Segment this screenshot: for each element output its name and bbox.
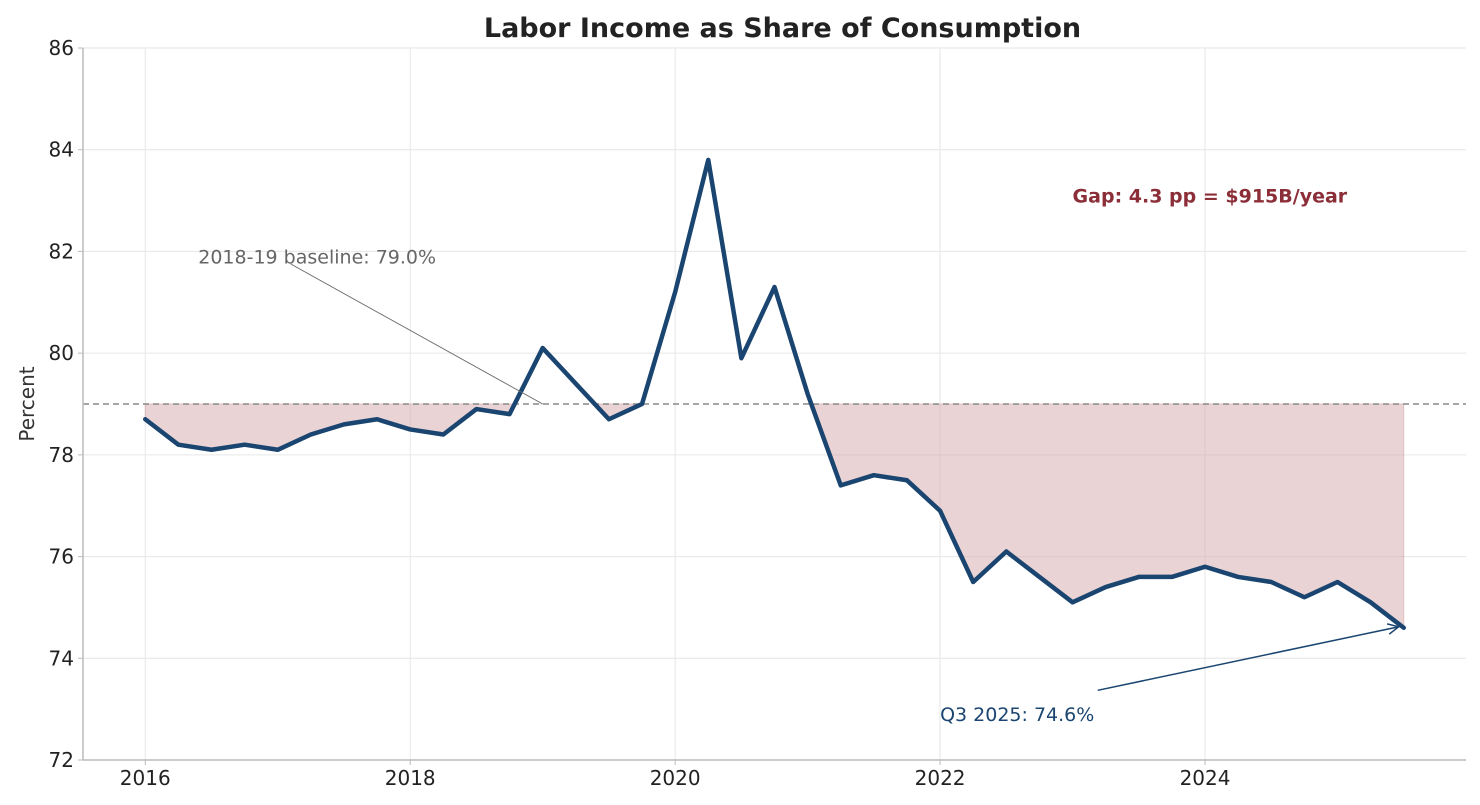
y-tick-label: 86 [49,36,74,60]
baseline-annotation: 2018-19 baseline: 79.0% [198,247,436,269]
latest-value-annotation: Q3 2025: 74.6% [940,704,1094,726]
annotations: 2018-19 baseline: 79.0% Gap: 4.3 pp = $9… [198,185,1401,726]
chart-title: Labor Income as Share of Consumption [484,13,1081,44]
y-tick-label: 74 [49,646,74,670]
x-axis-ticks: 2016 2018 2020 2022 2024 [120,760,1231,790]
baseline-annotation-leader [290,263,543,405]
axes [82,48,1466,761]
gap-shaded-area [144,403,1405,629]
y-tick-label: 78 [49,443,74,467]
x-tick-label: 2022 [915,766,966,790]
gap-annotation: Gap: 4.3 pp = $915B/year [1073,185,1348,207]
y-axis-label: Percent [15,366,39,441]
arrowhead-icon [1386,623,1401,635]
x-tick-label: 2020 [650,766,701,790]
series-line-labor-income-share [143,157,1406,631]
x-tick-label: 2016 [120,766,171,790]
y-tick-label: 82 [49,239,74,263]
y-axis-ticks: 72 74 76 78 80 82 84 86 [49,36,83,772]
latest-value-annotation-arrow [1097,626,1399,692]
x-tick-label: 2018 [385,766,436,790]
y-tick-label: 72 [49,748,74,772]
y-tick-label: 84 [49,138,74,162]
y-tick-label: 80 [49,341,74,365]
y-tick-label: 76 [49,545,74,569]
x-tick-label: 2024 [1180,766,1231,790]
